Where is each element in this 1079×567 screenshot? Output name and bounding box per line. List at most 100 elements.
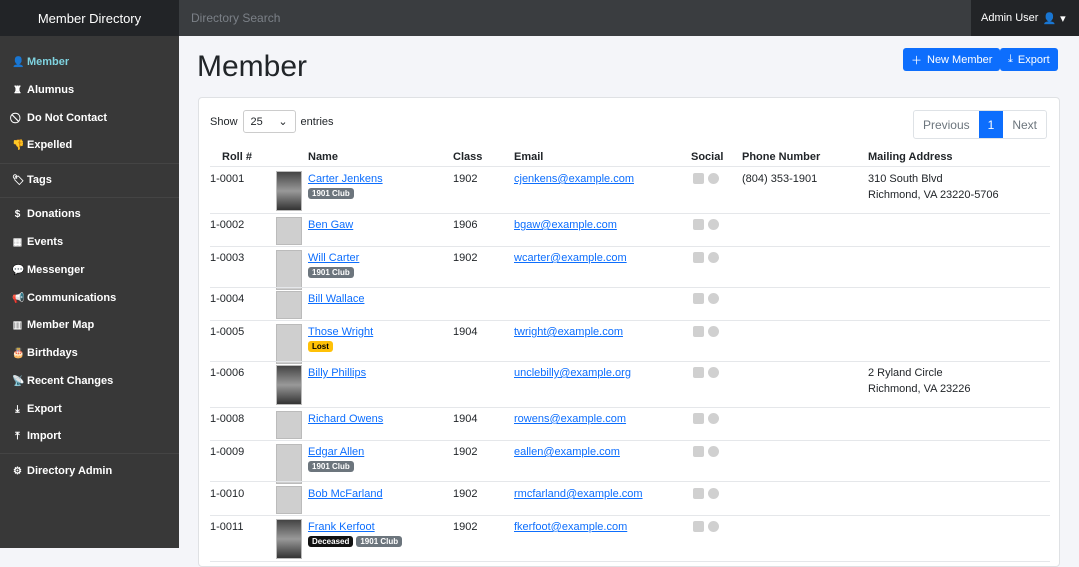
sidebar-item-messenger[interactable]: 💬 Messenger — [12, 264, 84, 276]
directory-search-input[interactable]: Directory Search — [191, 11, 281, 25]
roll-number: 1-0006 — [210, 367, 245, 379]
bullhorn-icon: 📢 — [12, 292, 25, 304]
linkedin-icon[interactable] — [693, 219, 704, 230]
roll-number: 1-0009 — [210, 446, 245, 458]
previous-button[interactable]: Previous — [922, 117, 970, 132]
sidebar-item-expelled[interactable]: 👎 Expelled — [12, 139, 72, 151]
facebook-icon[interactable] — [708, 367, 719, 378]
facebook-icon[interactable] — [708, 413, 719, 424]
facebook-icon[interactable] — [708, 173, 719, 184]
ban-icon: ⃠ — [12, 113, 23, 124]
linkedin-icon[interactable] — [693, 173, 704, 184]
facebook-icon[interactable] — [708, 326, 719, 337]
new-member-button[interactable]: ＋ New Member — [903, 48, 1001, 71]
email-link[interactable]: wcarter@example.com — [514, 252, 627, 264]
entries-select[interactable]: 25 ⌄ — [242, 110, 296, 133]
sidebar-item-communications[interactable]: 📢 Communications — [12, 292, 116, 304]
linkedin-icon[interactable] — [693, 521, 704, 532]
column-header[interactable]: Email — [514, 151, 544, 163]
email-link[interactable]: eallen@example.com — [514, 446, 620, 458]
email-link[interactable]: bgaw@example.com — [514, 219, 617, 231]
linkedin-icon[interactable] — [693, 293, 704, 304]
column-header[interactable]: Name — [308, 151, 338, 163]
roll-number: 1-0004 — [210, 293, 245, 305]
sidebar-item-alumnus[interactable]: ♜ Alumnus — [12, 84, 74, 96]
linkedin-icon[interactable] — [693, 446, 704, 457]
facebook-icon[interactable] — [708, 252, 719, 263]
row-divider — [210, 287, 1050, 288]
phone-number: (804) 353-1901 — [742, 173, 818, 185]
class-year: 1902 — [453, 488, 478, 500]
column-header[interactable]: Class — [453, 151, 483, 163]
sidebar-item-label: Expelled — [27, 139, 73, 151]
mailing-address-line: Richmond, VA 23226 — [868, 383, 971, 395]
linkedin-icon[interactable] — [693, 252, 704, 263]
email-link[interactable]: rmcfarland@example.com — [514, 488, 643, 500]
graduate-icon: ♜ — [13, 84, 22, 96]
next-button[interactable]: Next — [1012, 117, 1037, 132]
sidebar-item-member[interactable]: 👤 Member — [12, 56, 69, 68]
thumbs-down-icon: 👎 — [12, 139, 25, 151]
member-photo — [276, 324, 302, 364]
sidebar-item-do-not-contact[interactable]: ⃠ Do Not Contact — [12, 112, 107, 124]
member-name-link[interactable]: Richard Owens — [308, 413, 384, 425]
brand[interactable]: Member Directory — [0, 0, 179, 36]
facebook-icon[interactable] — [708, 293, 719, 304]
sidebar-item-label: Birthdays — [27, 347, 78, 359]
sidebar-item-recent-changes[interactable]: 📡 Recent Changes — [12, 375, 113, 387]
member-name-link[interactable]: Will Carter — [308, 252, 360, 264]
sidebar-item-export[interactable]: ⤓ Export — [12, 403, 62, 415]
top-navbar: Member Directory Directory Search Admin … — [0, 0, 1079, 36]
member-name-link[interactable]: Carter Jenkens — [308, 173, 383, 185]
member-name-link[interactable]: Those Wright — [308, 326, 374, 338]
member-photo — [276, 250, 302, 290]
column-header[interactable]: Roll # — [222, 151, 252, 163]
linkedin-icon[interactable] — [693, 413, 704, 424]
email-link[interactable]: twright@example.com — [514, 326, 623, 338]
class-year: 1906 — [453, 219, 478, 231]
member-name-link[interactable]: Ben Gaw — [308, 219, 354, 231]
sidebar-item-member-map[interactable]: ▥ Member Map — [12, 319, 94, 331]
row-divider — [210, 515, 1050, 516]
member-name-link[interactable]: Bill Wallace — [308, 293, 365, 305]
member-name-link[interactable]: Edgar Allen — [308, 446, 365, 458]
map-icon: ▥ — [12, 319, 23, 331]
column-header[interactable]: Social — [691, 151, 724, 163]
facebook-icon[interactable] — [708, 521, 719, 532]
linkedin-icon[interactable] — [693, 488, 704, 499]
page-1-button[interactable]: 1 — [978, 111, 1004, 138]
sidebar-item-label: Directory Admin — [27, 465, 113, 477]
sidebar-item-label: Alumnus — [27, 84, 75, 96]
row-divider — [210, 481, 1050, 482]
sidebar-divider — [0, 453, 179, 454]
member-name-link[interactable]: Frank Kerfoot — [308, 521, 375, 533]
linkedin-icon[interactable] — [693, 367, 704, 378]
sidebar-item-tags[interactable]: 🏷 Tags — [12, 174, 52, 186]
email-link[interactable]: cjenkens@example.com — [514, 173, 634, 185]
facebook-icon[interactable] — [708, 446, 719, 457]
sidebar-item-import[interactable]: ⤒ Import — [12, 430, 61, 442]
column-header[interactable]: Mailing Address — [868, 151, 953, 163]
sidebar-item-directory-admin[interactable]: ⚙ Directory Admin — [12, 465, 112, 477]
roll-number: 1-0005 — [210, 326, 245, 338]
download-icon: ⤓ — [15, 403, 20, 415]
sidebar-item-label: Communications — [27, 292, 117, 304]
member-name-link[interactable]: Bob McFarland — [308, 488, 383, 500]
email-link[interactable]: unclebilly@example.org — [514, 367, 631, 379]
member-name-link[interactable]: Billy Phillips — [308, 367, 367, 379]
sidebar-item-events[interactable]: ▦ Events — [12, 236, 63, 248]
chevron-down-icon: ⌄ — [278, 116, 288, 128]
export-button[interactable]: ⤓ Export — [1000, 48, 1058, 71]
email-link[interactable]: fkerfoot@example.com — [514, 521, 628, 533]
linkedin-icon[interactable] — [693, 326, 704, 337]
user-menu[interactable]: Admin User 👤 ▾ — [971, 0, 1079, 36]
sidebar-item-donations[interactable]: $ Donations — [12, 208, 81, 220]
email-link[interactable]: rowens@example.com — [514, 413, 627, 425]
class-year: 1902 — [453, 252, 478, 264]
facebook-icon[interactable] — [708, 488, 719, 499]
column-header[interactable]: Phone Number — [742, 151, 821, 163]
member-photo — [276, 486, 302, 514]
sidebar-item-birthdays[interactable]: 🎂 Birthdays — [12, 347, 78, 359]
member-photo — [276, 365, 302, 405]
facebook-icon[interactable] — [708, 219, 719, 230]
